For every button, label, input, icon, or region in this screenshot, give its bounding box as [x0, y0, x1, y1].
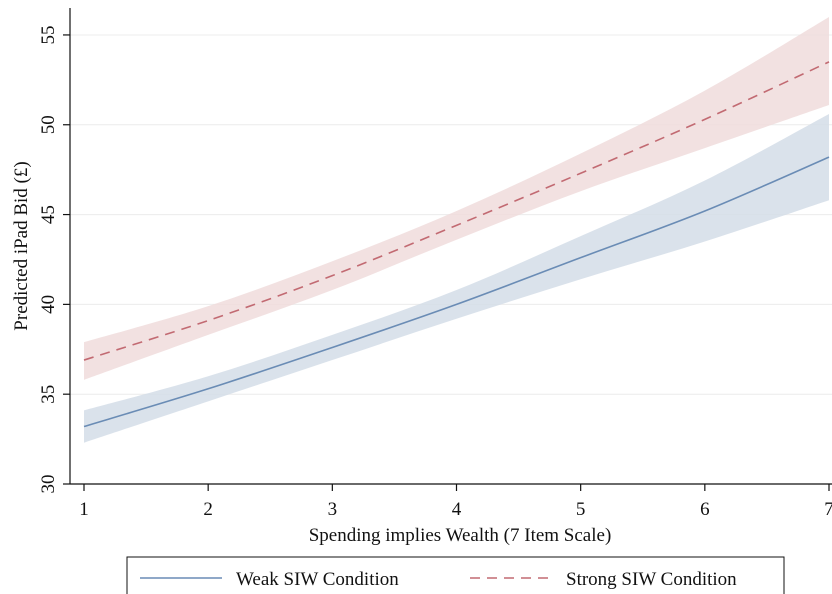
series-lines [83, 61, 830, 428]
legend: Weak SIW Condition Strong SIW Condition [126, 556, 785, 594]
y-tick-label-40: 40 [38, 295, 59, 314]
x-axis-title: Spending implies Wealth (7 Item Scale) [309, 525, 612, 546]
y-axis-title: Predicted iPad Bid (£) [11, 161, 32, 330]
x-tick-label-2: 2 [203, 499, 213, 520]
legend-label-weak: Weak SIW Condition [236, 569, 399, 590]
y-tick-label-30: 30 [38, 475, 59, 494]
y-tick-label-50: 50 [38, 115, 59, 134]
series-line-strong [83, 61, 830, 361]
confidence-bands [84, 16, 829, 443]
legend-label-strong: Strong SIW Condition [566, 569, 737, 590]
axes [69, 8, 832, 485]
x-tick-label-6: 6 [700, 499, 710, 520]
x-tick-label-3: 3 [328, 499, 338, 520]
confidence-band-weak [84, 113, 829, 443]
x-tick-label-7: 7 [824, 499, 832, 520]
series-line-weak [83, 156, 830, 428]
confidence-band-strong [84, 16, 829, 380]
y-tick-label-35: 35 [38, 385, 59, 404]
x-tick-label-4: 4 [452, 499, 462, 520]
x-tick-label-5: 5 [576, 499, 586, 520]
y-tick-label-45: 45 [38, 205, 59, 224]
x-tick-label-1: 1 [79, 499, 89, 520]
legend-box [126, 556, 785, 594]
y-tick-label-55: 55 [38, 25, 59, 44]
